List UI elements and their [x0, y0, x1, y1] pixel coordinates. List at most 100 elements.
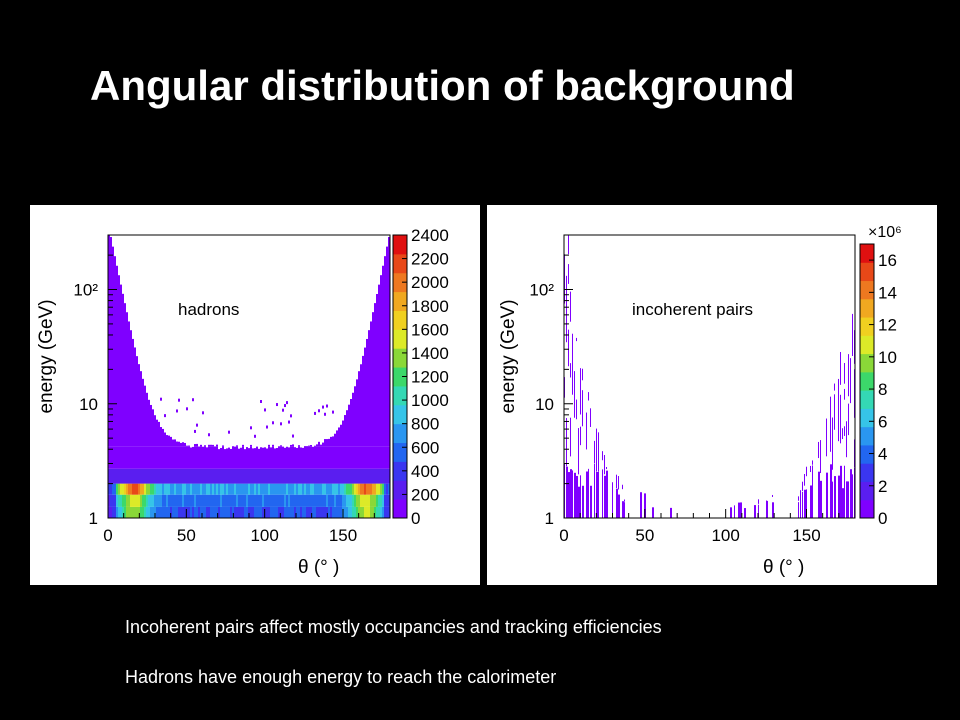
heatmap-cell — [218, 483, 220, 495]
heatmap-cell — [340, 446, 342, 469]
heatmap-cell — [310, 494, 312, 507]
heatmap-cell — [248, 483, 250, 495]
heatmap-cell — [210, 444, 212, 447]
heatmap-cell — [594, 440, 595, 464]
heatmap-cell — [156, 419, 158, 447]
heatmap-cell — [146, 468, 148, 484]
heatmap-cell — [342, 468, 344, 484]
heatmap-cell — [324, 446, 326, 469]
heatmap-cell — [140, 506, 142, 518]
heatmap-cell — [132, 494, 134, 507]
heatmap-cell — [152, 468, 154, 484]
heatmap-cell — [258, 468, 260, 484]
heatmap-cell — [230, 494, 232, 507]
heatmap-cell — [188, 506, 190, 518]
heatmap-cell — [198, 483, 200, 495]
colorbar-swatch — [860, 317, 874, 336]
heatmap-cell — [334, 433, 336, 447]
heatmap-cell — [338, 483, 340, 495]
heatmap-cell — [290, 483, 292, 495]
heatmap-cell — [378, 446, 380, 469]
heatmap-cell — [302, 494, 304, 507]
heatmap-cell — [238, 448, 240, 469]
heatmap-cell — [598, 432, 599, 443]
colorbar-tick-label: 2000 — [411, 273, 449, 292]
heatmap-cell — [188, 494, 190, 507]
heatmap-cell — [354, 386, 356, 447]
heatmap-cell — [806, 489, 807, 518]
heatmap-cell — [134, 483, 136, 495]
heatmap-cell — [384, 468, 386, 484]
heatmap-cell — [184, 506, 186, 518]
heatmap-cell — [278, 446, 280, 447]
heatmap-cell — [276, 403, 278, 407]
heatmap-cell — [296, 483, 298, 495]
heatmap-cell — [282, 468, 284, 484]
colorbar-tick-label: 12 — [878, 316, 897, 335]
heatmap-cell — [844, 426, 845, 436]
heatmap-cell — [246, 483, 248, 495]
heatmap-cell — [214, 446, 216, 469]
heatmap-cell — [168, 506, 170, 518]
heatmap-cell — [330, 436, 332, 447]
x-axis-label: θ (° ) — [763, 557, 804, 578]
heatmap-cell — [330, 446, 332, 469]
heatmap-cell — [290, 468, 292, 484]
heatmap-cell — [168, 468, 170, 484]
heatmap-cell — [362, 483, 364, 495]
heatmap-cell — [334, 446, 336, 469]
heatmap-cell — [360, 446, 362, 469]
heatmap-cell — [342, 494, 344, 507]
heatmap-cell — [148, 399, 150, 447]
heatmap-cell — [170, 483, 172, 495]
heatmap-cell — [804, 474, 805, 486]
heatmap-cell — [568, 235, 569, 255]
heatmap-cell — [852, 313, 853, 356]
heatmap-cell — [322, 405, 324, 409]
heatmap-cell — [176, 409, 178, 413]
heatmap-cells — [108, 234, 390, 518]
heatmap-cell — [302, 468, 304, 484]
y-tick-label: 10² — [529, 281, 554, 300]
heatmap-cell — [164, 432, 166, 447]
heatmap-cell — [132, 338, 134, 447]
colorbar-tick-label: 1400 — [411, 344, 449, 363]
heatmap-cell — [158, 483, 160, 495]
heatmap-cell — [258, 448, 260, 469]
heatmap-cell — [178, 441, 180, 447]
heatmap-cell — [826, 472, 828, 518]
heatmap-cell — [192, 468, 194, 484]
heatmap-cell — [160, 468, 162, 484]
heatmap-cell — [154, 446, 156, 469]
heatmap-cell — [308, 468, 310, 484]
heatmap-cell — [384, 256, 386, 447]
heatmap-cell — [330, 494, 332, 507]
heatmap-cell — [360, 494, 362, 507]
heatmap-cell — [250, 506, 252, 518]
colorbar-tick-label: 14 — [878, 283, 897, 302]
heatmap-cell — [282, 408, 284, 412]
heatmap-cell — [332, 494, 334, 507]
heatmap-cell — [194, 446, 196, 469]
x-axis: 0 50 100 150 θ (° ) — [103, 509, 391, 578]
heatmap-cell — [152, 506, 154, 518]
heatmap-cell — [180, 442, 182, 447]
colorbar-tick-label: 1800 — [411, 297, 449, 316]
heatmap-cell — [318, 494, 320, 507]
heatmap-cell — [228, 447, 230, 469]
heatmap-cell — [230, 468, 232, 484]
heatmap-cell — [200, 446, 202, 469]
heatmap-cell — [268, 483, 270, 495]
colorbar-swatch — [860, 499, 874, 519]
heatmap-cell — [210, 468, 212, 484]
heatmap-cell — [150, 494, 152, 507]
heatmap-cell — [310, 506, 312, 518]
heatmap-cell — [370, 506, 372, 518]
heatmap-cell — [596, 428, 597, 438]
heatmap-cell — [284, 404, 286, 408]
heatmap-cell — [284, 468, 286, 484]
heatmap-cell — [380, 446, 382, 469]
heatmap-cell — [254, 468, 256, 484]
heatmap-cell — [292, 483, 294, 495]
heatmap-cell — [326, 439, 328, 447]
